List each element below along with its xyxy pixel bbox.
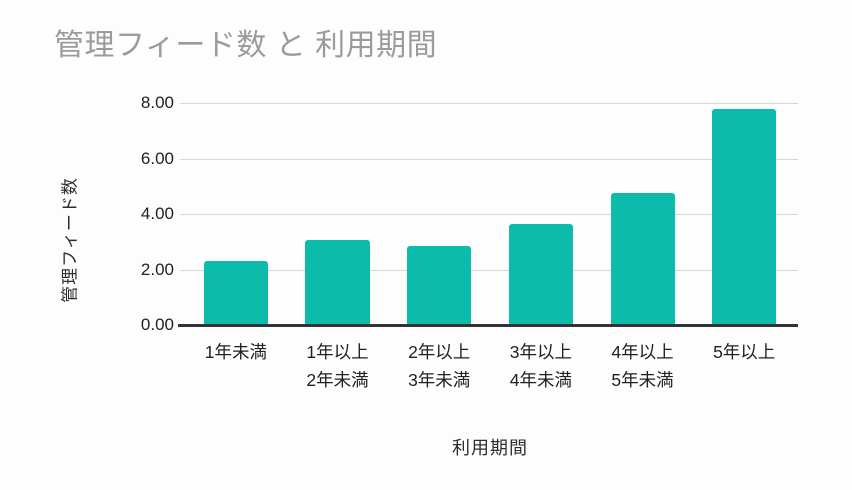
y-tick-labels: 0.00 2.00 4.00 6.00 8.00	[0, 93, 174, 334]
gridline	[180, 103, 798, 104]
y-tick-label: 6.00	[140, 148, 174, 168]
y-tick-label: 4.00	[140, 204, 174, 223]
bar	[712, 108, 777, 325]
y-tick-label: 8.00	[140, 93, 174, 112]
bar-slot	[388, 103, 490, 325]
x-tick-line: 3年未満	[408, 370, 471, 390]
x-axis-line	[178, 324, 798, 327]
bar	[610, 193, 675, 325]
gridline	[180, 214, 798, 215]
x-tick-label: 1年以上 2年未満	[287, 338, 389, 394]
x-tick-label: 4年以上 5年未満	[592, 338, 694, 394]
bar-slot	[185, 103, 287, 325]
x-tick-line: 4年未満	[509, 370, 572, 390]
bar	[407, 245, 472, 325]
bar	[305, 240, 370, 325]
x-axis-title: 利用期間	[452, 438, 528, 458]
x-tick-labels: 1年未満 1年以上 2年未満 2年以上 3年未満 3年以上 4年未満 4年以上 5年未満 5年以上	[185, 338, 795, 394]
x-tick-line: 3年以上	[509, 342, 572, 362]
y-tick-label: 2.00	[140, 259, 174, 279]
y-tick-label: 0.00	[140, 315, 174, 334]
bar	[508, 223, 573, 325]
gridline	[180, 269, 798, 271]
x-tick-line: 5年以上	[713, 342, 776, 362]
x-tick-line: 1年未満	[204, 342, 267, 362]
x-tick-line: 2年以上	[408, 342, 471, 362]
x-tick-line: 5年未満	[611, 370, 674, 390]
gridline	[180, 158, 798, 160]
bar-slot	[592, 103, 694, 325]
bar-slot	[490, 103, 592, 325]
x-tick-line: 4年以上	[611, 342, 674, 362]
bars	[185, 103, 795, 325]
plot-area	[178, 103, 798, 327]
x-tick-line: 1年以上	[306, 342, 369, 362]
x-tick-label: 1年未満	[185, 338, 287, 366]
bar-slot	[287, 103, 389, 325]
x-tick-label: 3年以上 4年未満	[490, 338, 592, 394]
bar	[203, 261, 268, 325]
x-tick-line: 2年未満	[306, 370, 369, 390]
chart-title: 管理フィード数 と 利用期間	[54, 29, 438, 62]
x-tick-label: 2年以上 3年未満	[388, 338, 490, 394]
x-tick-label: 5年以上	[693, 338, 795, 366]
bar-slot	[693, 103, 795, 325]
